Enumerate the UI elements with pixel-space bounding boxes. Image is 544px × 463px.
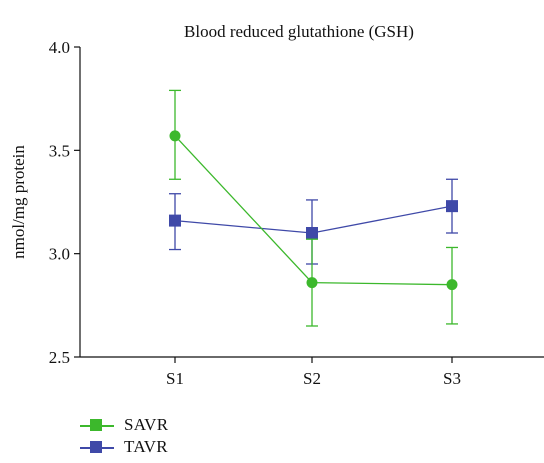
chart: Blood reduced glutathione (GSH) nmol/mg … — [9, 22, 544, 388]
legend: SAVR TAVR — [80, 414, 168, 458]
y-tick-label: 3.5 — [49, 141, 70, 160]
y-axis-label: nmol/mg protein — [9, 145, 28, 259]
legend-item-tavr: TAVR — [80, 436, 168, 458]
data-point-savr — [306, 277, 318, 289]
x-tick-label: S3 — [443, 369, 461, 388]
series-savr — [169, 89, 458, 327]
series-layer — [169, 89, 458, 327]
axes: 2.5 3.0 3.5 4.0 S1 S2 S3 — [49, 38, 544, 388]
y-tick-label: 4.0 — [49, 38, 70, 57]
y-tick-label: 2.5 — [49, 348, 70, 367]
legend-label-savr: SAVR — [124, 415, 169, 434]
chart-title: Blood reduced glutathione (GSH) — [184, 22, 414, 41]
legend-marker-tavr — [90, 441, 102, 453]
legend-swatch-tavr — [80, 440, 114, 454]
x-tick-label: S1 — [166, 369, 184, 388]
legend-item-savr: SAVR — [80, 414, 168, 436]
data-point-tavr — [306, 227, 318, 239]
legend-label-tavr: TAVR — [124, 437, 168, 456]
legend-swatch-savr — [80, 418, 114, 432]
data-point-tavr — [446, 200, 458, 213]
data-point-tavr — [169, 214, 181, 227]
data-point-savr — [446, 279, 458, 291]
data-point-savr — [169, 130, 181, 142]
legend-marker-savr — [90, 419, 102, 431]
series-tavr — [169, 178, 458, 265]
series-line-savr — [174, 135, 453, 286]
y-tick-label: 3.0 — [49, 245, 70, 264]
x-tick-label: S2 — [303, 369, 321, 388]
